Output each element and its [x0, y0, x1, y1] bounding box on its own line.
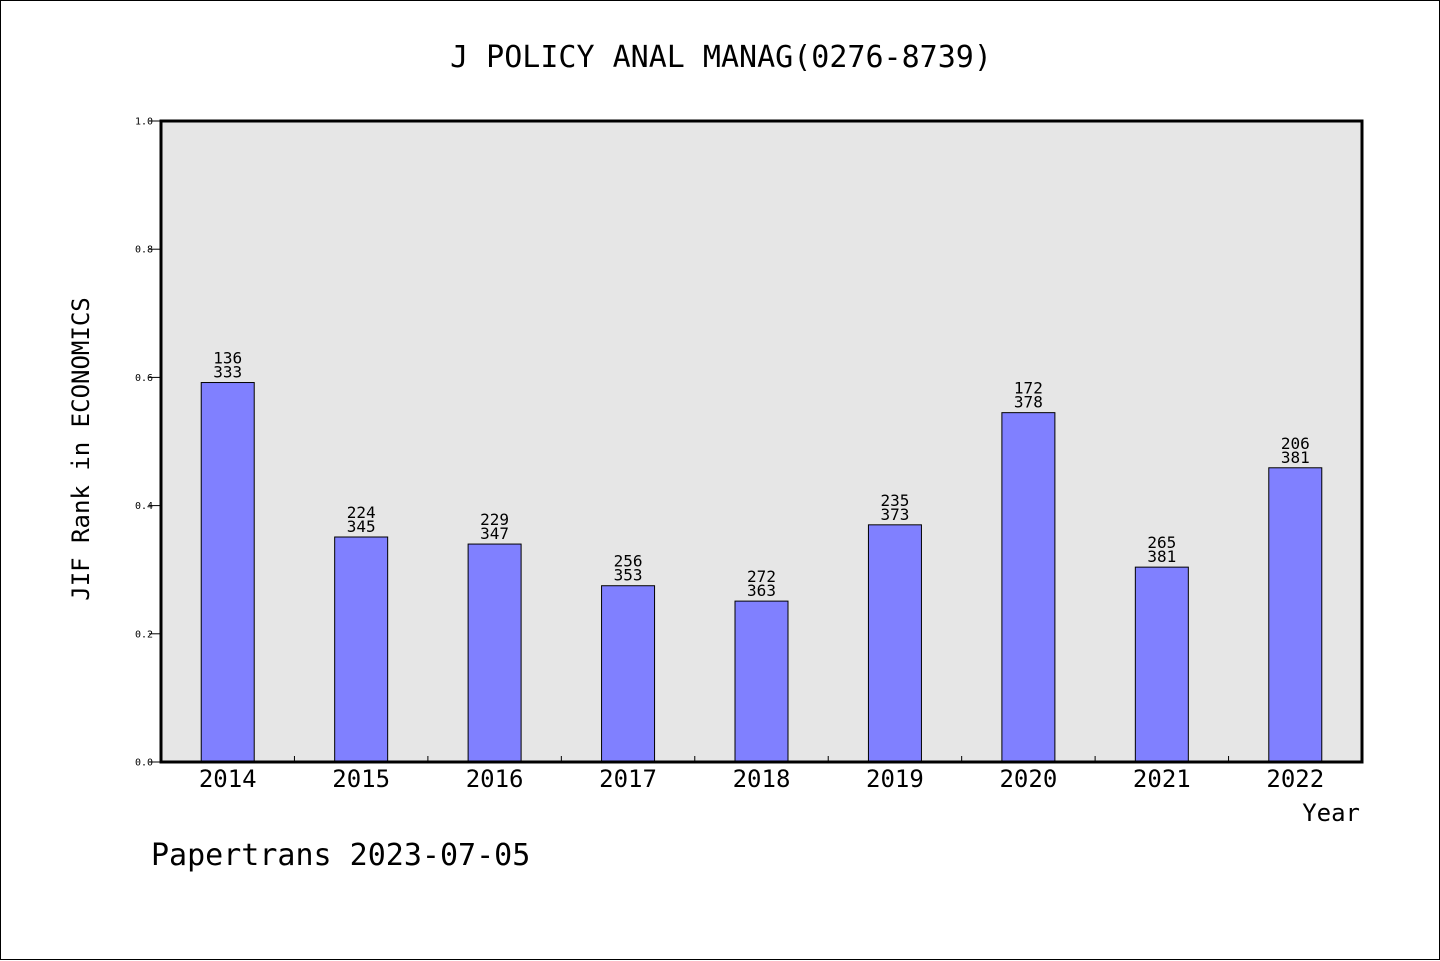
bar-2017 [601, 585, 656, 763]
y-tick-label: 0.2 [135, 629, 153, 640]
x-tick-label-2017: 2017 [599, 765, 657, 793]
x-tick-label-2021: 2021 [1133, 765, 1191, 793]
total-label-2022: 381 [1281, 448, 1310, 467]
total-label-2017: 353 [614, 566, 643, 585]
x-tick-label-2019: 2019 [866, 765, 924, 793]
y-tick-label: 0.4 [135, 501, 153, 512]
x-tick-label-2016: 2016 [466, 765, 524, 793]
x-tick-label-2014: 2014 [199, 765, 257, 793]
bar-2016 [467, 543, 522, 763]
rank-label-2020: 172 [1014, 379, 1043, 398]
rank-label-2015: 224 [347, 503, 376, 522]
rank-label-2017: 256 [614, 552, 643, 571]
rank-label-2019: 235 [880, 491, 909, 510]
rank-label-2021: 265 [1147, 533, 1176, 552]
y-tick-label: 0.0 [135, 758, 153, 769]
total-label-2021: 381 [1147, 547, 1176, 566]
y-tick-label: 0.8 [135, 245, 153, 256]
bar-2019 [867, 524, 922, 763]
bar-2022 [1268, 467, 1323, 763]
y-axis-ticks: 0.0 0.2 0.4 0.6 0.8 1.0 [135, 117, 161, 769]
y-tick-label: 0.6 [135, 373, 153, 384]
bar-2018 [734, 600, 789, 763]
chart-title: J POLICY ANAL MANAG(0276-8739) [450, 40, 992, 75]
total-label-2020: 378 [1014, 393, 1043, 412]
y-axis-label: JIF Rank in ECONOMICS [67, 297, 95, 600]
total-label-2015: 345 [347, 517, 376, 536]
bar-2021 [1134, 566, 1189, 763]
rank-label-2014: 136 [213, 349, 242, 368]
bar-2020 [1001, 412, 1056, 763]
x-tick-label-2015: 2015 [332, 765, 390, 793]
bars [200, 382, 1323, 763]
x-axis-label: Year [1302, 799, 1360, 827]
footer-watermark: Papertrans 2023-07-05 [151, 838, 530, 873]
plot-border [159, 119, 1364, 764]
total-label-2014: 333 [213, 363, 242, 382]
x-tick-label-2020: 2020 [999, 765, 1057, 793]
bar-2015 [334, 536, 389, 763]
rank-label-2016: 229 [480, 510, 509, 529]
rank-label-2022: 206 [1281, 434, 1310, 453]
x-axis-ticks: 2014 2015 2016 2017 2018 2019 2020 2021 2022 [199, 756, 1324, 793]
total-label-2016: 347 [480, 524, 509, 543]
bar-2014 [200, 382, 255, 763]
rank-label-2018: 272 [747, 567, 776, 586]
total-label-2018: 363 [747, 581, 776, 600]
y-tick-label: 1.0 [135, 117, 153, 128]
x-tick-label-2018: 2018 [733, 765, 791, 793]
total-label-2019: 373 [880, 505, 909, 524]
x-tick-label-2022: 2022 [1266, 765, 1324, 793]
